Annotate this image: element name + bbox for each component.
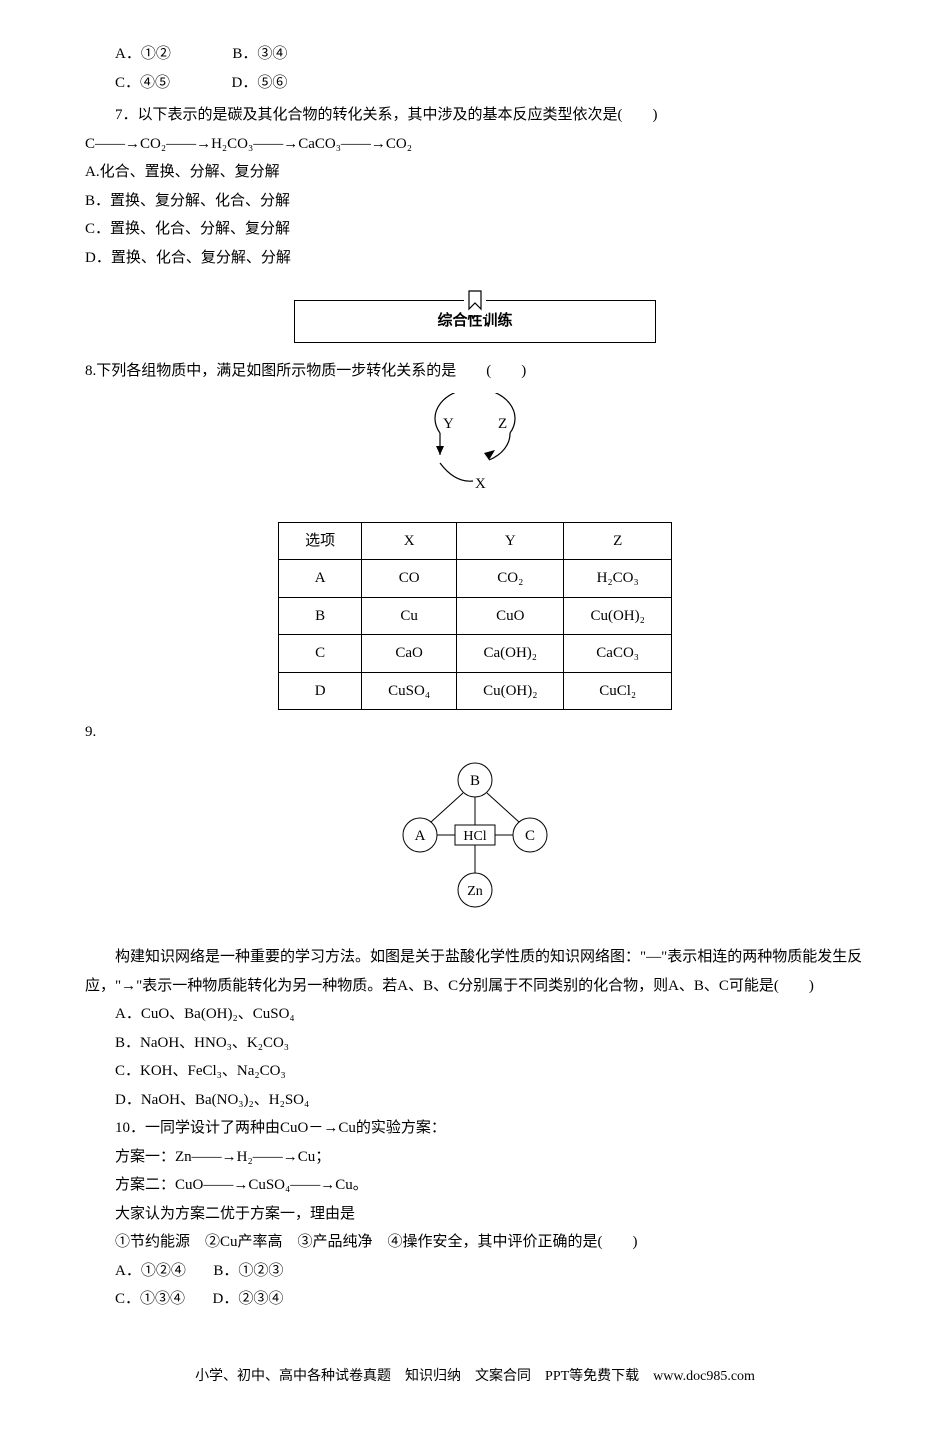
svg-text:Zn: Zn [467, 884, 483, 899]
q10-opt-a: A．①②④ [115, 1263, 186, 1279]
q9-num: 9. [85, 718, 865, 747]
bookmark-icon [464, 289, 486, 315]
q9-para: 构建知识网络是一种重要的学习方法。如图是关于盐酸化学性质的知识网络图："—"表示… [85, 943, 865, 1000]
q7-opt-b: B．置换、复分解、化合、分解 [85, 187, 865, 216]
q6-opt-d: D．⑤⑥ [232, 75, 288, 91]
q7-opt-a: A.化合、置换、分解、复分解 [85, 158, 865, 187]
th-y: Y [457, 522, 564, 560]
svg-text:Z: Z [498, 416, 507, 432]
q7-stem: 7．以下表示的是碳及其化合物的转化关系，其中涉及的基本反应类型依次是( ) [85, 101, 865, 130]
q6-opt-b: B．③④ [232, 46, 287, 62]
q9-opt-b: B．NaOH、HNO₃、K₂CO₃ [115, 1029, 865, 1058]
svg-text:A: A [415, 828, 426, 844]
section-header: 综合性训练 [294, 300, 656, 343]
th-z: Z [564, 522, 671, 560]
page-footer: 小学、初中、高中各种试卷真题 知识归纳 文案合同 PPT等免费下载 www.do… [85, 1364, 865, 1391]
q7-chain: C——→CO₂——→H₂CO₃——→CaCO₃——→CO₂ [85, 130, 865, 159]
svg-text:Y: Y [443, 416, 454, 432]
q8-stem: 8.下列各组物质中，满足如图所示物质一步转化关系的是 ( ) [85, 357, 865, 386]
q9-opt-c: C．KOH、FeCl₃、Na₂CO₃ [115, 1057, 865, 1086]
q10-ask: 大家认为方案二优于方案一，理由是 [85, 1200, 865, 1229]
section-title: 综合性训练 [437, 313, 512, 329]
q10-opt-b: B．①②③ [213, 1263, 283, 1279]
svg-text:X: X [475, 476, 486, 492]
q9-diagram: B A C HCl Zn [375, 755, 575, 925]
q10-opt-c: C．①③④ [115, 1291, 185, 1307]
q10-opt-d: D．②③④ [213, 1291, 284, 1307]
q7-opt-d: D．置换、化合、复分解、分解 [85, 244, 865, 273]
q10-reasons: ①节约能源 ②Cu产率高 ③产品纯净 ④操作安全，其中评价正确的是( ) [85, 1228, 865, 1257]
q7-opt-c: C．置换、化合、分解、复分解 [85, 215, 865, 244]
svg-text:C: C [525, 828, 535, 844]
th-x: X [362, 522, 457, 560]
q9-opt-d: D．NaOH、Ba(NO₃)₂、H₂SO₄ [115, 1086, 865, 1115]
q8-table: 选项 X Y Z ACOCO₂H₂CO₃ BCuCuOCu(OH)₂ CCaOC… [278, 522, 672, 711]
svg-text:HCl: HCl [463, 829, 486, 844]
th-opt: 选项 [279, 522, 362, 560]
q10-plan1: 方案一：Zn——→H₂——→Cu； [85, 1143, 865, 1172]
q10-plan2: 方案二：CuO——→CuSO₄——→Cu。 [85, 1171, 865, 1200]
q8-diagram: Y Z X [395, 393, 555, 503]
q6-opt-c: C．④⑤ [115, 75, 170, 91]
svg-text:B: B [470, 773, 480, 789]
q9-opt-a: A．CuO、Ba(OH)₂、CuSO₄ [115, 1000, 865, 1029]
q6-opt-a: A．①② [115, 46, 171, 62]
q10-stem: 10．一同学设计了两种由CuO－→Cu的实验方案： [85, 1114, 865, 1143]
